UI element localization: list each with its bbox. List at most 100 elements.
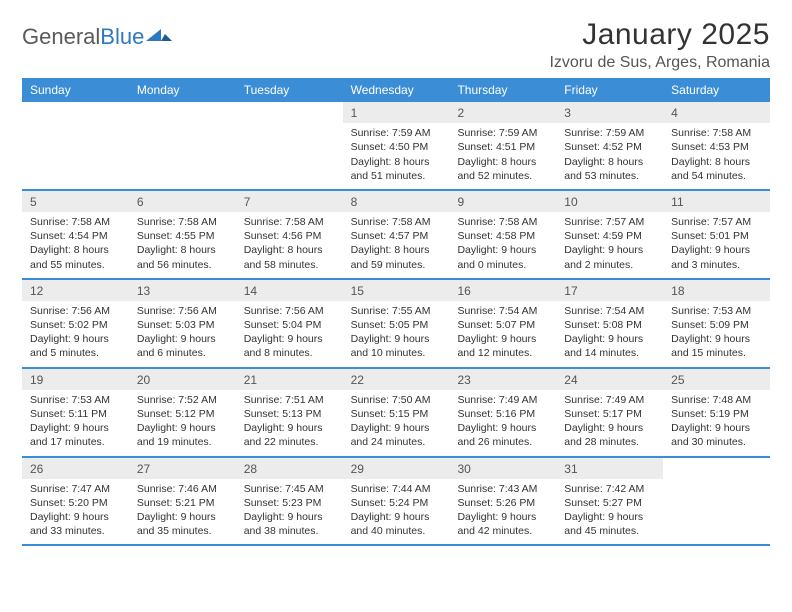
sunset-value: 4:52 PM <box>603 141 642 153</box>
sunrise-line: Sunrise: 7:58 AM <box>351 215 442 229</box>
day-number: 28 <box>236 458 343 479</box>
day-of-week-header: Tuesday <box>236 78 343 102</box>
day-number: 1 <box>343 102 450 123</box>
day-cell: 2 Sunrise: 7:59 AMSunset: 4:51 PMDaylight… <box>449 102 556 189</box>
logo-arrow-icon <box>146 25 172 50</box>
day-number: 30 <box>449 458 556 479</box>
sunrise-line: Sunrise: 7:58 AM <box>671 126 762 140</box>
day-of-week-header: Sunday <box>22 78 129 102</box>
daylight-line: Daylight: 9 hours and 14 minutes. <box>564 332 655 360</box>
day-number: 31 <box>556 458 663 479</box>
sunrise-line: Sunrise: 7:42 AM <box>564 482 655 496</box>
sunset-value: 5:17 PM <box>603 408 642 420</box>
sunset-value: 5:26 PM <box>496 497 535 509</box>
day-number: 7 <box>236 191 343 212</box>
daylight-value: 9 hours and 2 minutes. <box>564 244 643 270</box>
sunset-line: Sunset: 5:16 PM <box>457 407 548 421</box>
sunset-value: 5:12 PM <box>175 408 214 420</box>
sunrise-value: 7:58 AM <box>178 216 217 228</box>
sunrise-value: 7:54 AM <box>499 305 538 317</box>
daylight-line: Daylight: 9 hours and 26 minutes. <box>457 421 548 449</box>
sunset-line: Sunset: 5:21 PM <box>137 496 228 510</box>
daylight-value: 9 hours and 26 minutes. <box>457 422 536 448</box>
day-cell: 11Sunrise: 7:57 AMSunset: 5:01 PMDayligh… <box>663 191 770 278</box>
week-row: 1Sunrise: 7:59 AMSunset: 4:50 PMDaylight… <box>22 102 770 191</box>
day-cell: 9Sunrise: 7:58 AMSunset: 4:58 PMDaylight… <box>449 191 556 278</box>
sunrise-line: Sunrise: 7:59 AM <box>457 126 548 140</box>
sunrise-value: 7:55 AM <box>392 305 431 317</box>
daylight-value: 9 hours and 28 minutes. <box>564 422 643 448</box>
sunrise-line: Sunrise: 7:58 AM <box>137 215 228 229</box>
sunrise-line: Sunrise: 7:45 AM <box>244 482 335 496</box>
daylight-line: Daylight: 9 hours and 24 minutes. <box>351 421 442 449</box>
day-cell: 30Sunrise: 7:43 AMSunset: 5:26 PMDayligh… <box>449 458 556 545</box>
daylight-value: 9 hours and 12 minutes. <box>457 333 536 359</box>
sunset-line: Sunset: 4:52 PM <box>564 140 655 154</box>
sunset-line: Sunset: 5:04 PM <box>244 318 335 332</box>
sunrise-value: 7:54 AM <box>606 305 645 317</box>
day-of-week-header: Wednesday <box>343 78 450 102</box>
location-subtitle: Izvoru de Sus, Arges, Romania <box>549 54 770 72</box>
day-number: 20 <box>129 369 236 390</box>
day-number: 15 <box>343 280 450 301</box>
sunset-line: Sunset: 4:53 PM <box>671 140 762 154</box>
day-of-week-header: Thursday <box>449 78 556 102</box>
sunrise-line: Sunrise: 7:56 AM <box>137 304 228 318</box>
sunrise-line: Sunrise: 7:54 AM <box>457 304 548 318</box>
day-cell: 28Sunrise: 7:45 AMSunset: 5:23 PMDayligh… <box>236 458 343 545</box>
daylight-line: Daylight: 9 hours and 30 minutes. <box>671 421 762 449</box>
daylight-line: Daylight: 9 hours and 33 minutes. <box>30 510 121 538</box>
sunset-line: Sunset: 4:58 PM <box>457 229 548 243</box>
sunrise-value: 7:43 AM <box>499 483 538 495</box>
daylight-value: 9 hours and 24 minutes. <box>351 422 430 448</box>
day-number: 10 <box>556 191 663 212</box>
sunset-line: Sunset: 4:57 PM <box>351 229 442 243</box>
day-number: 26 <box>22 458 129 479</box>
sunset-value: 5:09 PM <box>710 319 749 331</box>
sunrise-line: Sunrise: 7:58 AM <box>457 215 548 229</box>
day-body: Sunrise: 7:52 AMSunset: 5:12 PMDaylight:… <box>129 390 236 456</box>
daylight-value: 9 hours and 42 minutes. <box>457 511 536 537</box>
sunset-line: Sunset: 4:51 PM <box>457 140 548 154</box>
sunset-value: 5:02 PM <box>69 319 108 331</box>
sunrise-value: 7:58 AM <box>392 216 431 228</box>
sunset-line: Sunset: 5:11 PM <box>30 407 121 421</box>
sunrise-value: 7:58 AM <box>285 216 324 228</box>
sunrise-value: 7:45 AM <box>285 483 324 495</box>
daylight-line: Daylight: 9 hours and 3 minutes. <box>671 243 762 271</box>
day-body: Sunrise: 7:58 AMSunset: 4:53 PMDaylight:… <box>663 123 770 189</box>
day-body: Sunrise: 7:57 AMSunset: 5:01 PMDaylight:… <box>663 212 770 278</box>
sunrise-line: Sunrise: 7:53 AM <box>30 393 121 407</box>
day-number: 2 <box>449 102 556 123</box>
day-body: Sunrise: 7:56 AMSunset: 5:04 PMDaylight:… <box>236 301 343 367</box>
daylight-line: Daylight: 8 hours and 52 minutes. <box>457 155 548 183</box>
sunset-line: Sunset: 5:15 PM <box>351 407 442 421</box>
page-header: GeneralBlue January 2025 Izvoru de Sus, … <box>22 18 770 72</box>
day-cell <box>236 102 343 189</box>
daylight-value: 9 hours and 14 minutes. <box>564 333 643 359</box>
sunrise-value: 7:53 AM <box>71 394 110 406</box>
day-body: Sunrise: 7:50 AMSunset: 5:15 PMDaylight:… <box>343 390 450 456</box>
daylight-value: 9 hours and 0 minutes. <box>457 244 536 270</box>
sunset-value: 4:53 PM <box>710 141 749 153</box>
sunrise-value: 7:59 AM <box>392 127 431 139</box>
sunrise-value: 7:52 AM <box>178 394 217 406</box>
day-body: Sunrise: 7:58 AMSunset: 4:58 PMDaylight:… <box>449 212 556 278</box>
sunset-value: 4:55 PM <box>175 230 214 242</box>
sunrise-value: 7:49 AM <box>499 394 538 406</box>
month-title: January 2025 <box>549 18 770 52</box>
day-cell <box>129 102 236 189</box>
day-cell: 29Sunrise: 7:44 AMSunset: 5:24 PMDayligh… <box>343 458 450 545</box>
sunset-line: Sunset: 5:12 PM <box>137 407 228 421</box>
daylight-value: 9 hours and 6 minutes. <box>137 333 216 359</box>
daylight-line: Daylight: 9 hours and 38 minutes. <box>244 510 335 538</box>
daylight-value: 9 hours and 5 minutes. <box>30 333 109 359</box>
day-body: Sunrise: 7:53 AMSunset: 5:09 PMDaylight:… <box>663 301 770 367</box>
day-number: 13 <box>129 280 236 301</box>
day-body: Sunrise: 7:58 AMSunset: 4:57 PMDaylight:… <box>343 212 450 278</box>
day-cell: 13Sunrise: 7:56 AMSunset: 5:03 PMDayligh… <box>129 280 236 367</box>
day-number: 17 <box>556 280 663 301</box>
sunset-value: 5:23 PM <box>282 497 321 509</box>
day-body: Sunrise: 7:57 AMSunset: 4:59 PMDaylight:… <box>556 212 663 278</box>
sunset-value: 4:57 PM <box>389 230 428 242</box>
